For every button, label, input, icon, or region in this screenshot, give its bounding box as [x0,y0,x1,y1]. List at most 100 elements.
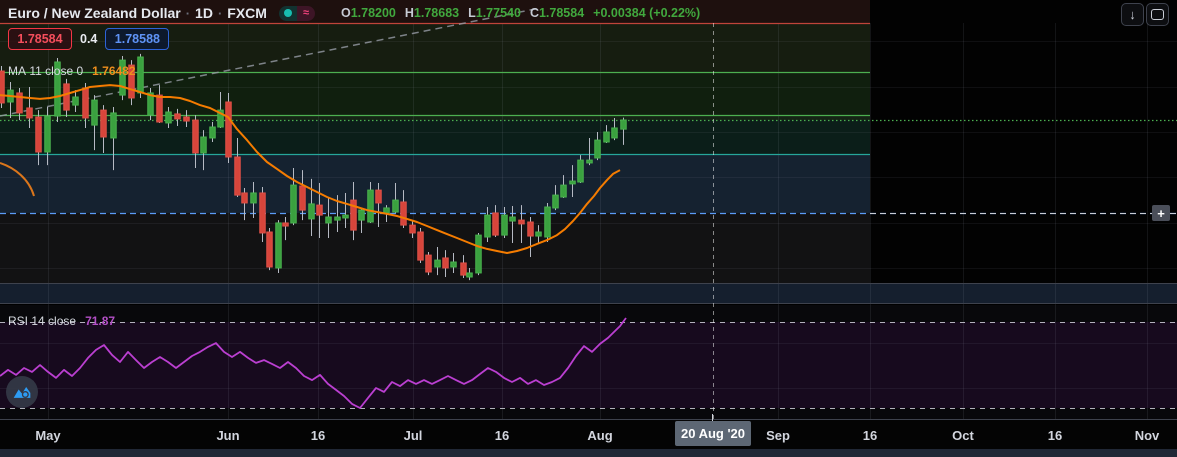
ohlc-readout: O1.78200 H1.78683 L1.77540 C1.78584 +0.00384… [341,6,709,20]
candle-body[interactable] [460,262,467,276]
exchange-label[interactable]: FXCM [227,5,267,21]
background-band [0,420,1177,449]
interval-label[interactable]: 1D [195,5,213,21]
candle-body[interactable] [409,224,416,234]
candle-body[interactable] [535,231,542,237]
candle-body[interactable] [26,107,33,119]
candle-body[interactable] [552,194,559,209]
candle-body[interactable] [400,201,407,226]
tradingview-logo[interactable] [6,376,38,408]
candle-body[interactable] [518,219,525,225]
candle-body[interactable] [54,61,61,117]
candle-body[interactable] [100,109,107,138]
scroll-to-recent-button[interactable]: ↓ [1121,3,1144,26]
candle-body[interactable] [209,126,216,139]
candle-body[interactable] [620,119,627,130]
candle-body[interactable] [308,203,315,220]
candle-body[interactable] [358,209,365,221]
candle-body[interactable] [234,156,241,196]
fullscreen-button[interactable] [1146,3,1169,26]
candle-body[interactable] [192,119,199,154]
candle-body[interactable] [334,216,341,221]
candle-body[interactable] [466,272,473,278]
candle-body[interactable] [82,87,89,119]
candle-body[interactable] [225,101,232,158]
ohlc-item: O1.78200 [340,6,396,20]
candle-body[interactable] [299,185,306,211]
plus-icon: + [1157,205,1165,221]
candle-body[interactable] [442,257,449,269]
candle-body[interactable] [375,189,382,204]
candle-body[interactable] [434,259,441,268]
background-band [0,213,870,284]
rsi-indicator-legend[interactable]: RSI 14 close 71.87 [8,314,115,328]
arc-drawing[interactable] [0,162,35,197]
candle-body[interactable] [586,159,593,164]
candle-body[interactable] [241,192,248,204]
rsi-line[interactable] [0,317,627,409]
candle-body[interactable] [316,204,323,216]
candle-body[interactable] [137,56,144,94]
market-status-chips[interactable]: ≈ [278,5,315,21]
candle-body[interactable] [0,70,5,104]
ohlc-item: C1.78584 [529,6,585,20]
candle-body[interactable] [35,116,42,153]
spread-value: 0.4 [80,32,98,46]
candle-body[interactable] [425,254,432,273]
candle-body[interactable] [282,222,289,227]
candle-body[interactable] [527,221,534,237]
background-band [0,120,870,154]
candle-body[interactable] [484,214,491,238]
candle-body[interactable] [44,115,51,153]
candle-body[interactable] [342,214,349,219]
candle-body[interactable] [165,111,172,124]
symbol-header: Euro / New Zealand Dollar · 1D · FXCM ≈ … [8,3,709,23]
candle-body[interactable] [174,113,181,120]
candle-body[interactable] [325,216,332,224]
axis-label-aug: Aug [587,428,613,443]
candle-body[interactable] [183,116,190,122]
candle-body[interactable] [275,222,282,269]
candle-body[interactable] [63,83,70,111]
candle-body[interactable] [200,136,207,154]
candle-body[interactable] [350,199,357,231]
candle-body[interactable] [259,192,266,234]
candle-body[interactable] [611,127,618,139]
candle-body[interactable] [290,184,297,224]
candle-body[interactable] [417,231,424,261]
candle-body[interactable] [492,212,499,236]
add-alert-plus-button[interactable]: + [1152,205,1170,221]
crosshair-date-badge: 20 Aug '20 [675,421,751,446]
candle-body[interactable] [217,109,224,128]
symbol-title[interactable]: Euro / New Zealand Dollar [8,5,181,21]
candle-body[interactable] [603,131,610,143]
candle-body[interactable] [266,231,273,268]
candle-body[interactable] [475,234,482,274]
ma-indicator-legend[interactable]: MA 11 close 0 1.76482 [8,64,136,78]
candle-body[interactable] [509,216,516,222]
candle-body[interactable] [383,207,390,214]
sell-bid-button[interactable]: 1.78584 [8,28,72,50]
candle-body[interactable] [119,59,126,96]
candle-body[interactable] [367,189,374,223]
buy-ask-button[interactable]: 1.78588 [105,28,170,50]
candle-body[interactable] [147,92,154,116]
candle-body[interactable] [72,96,79,106]
candle-body[interactable] [569,180,576,185]
candle-body[interactable] [577,159,584,183]
candle-body[interactable] [250,192,257,204]
candle-body[interactable] [156,94,163,123]
candle-body[interactable] [128,64,135,99]
candle-body[interactable] [544,206,551,238]
candle-body[interactable] [16,92,23,114]
candle-body[interactable] [501,214,508,236]
candle-body[interactable] [450,261,457,268]
trendline-drawing[interactable] [0,7,541,117]
candle-body[interactable] [560,184,567,198]
ma-line[interactable] [0,84,621,254]
candle-body[interactable] [392,199,399,213]
candle-body[interactable] [91,99,98,126]
candle-body[interactable] [594,139,601,159]
candle-body[interactable] [110,112,117,139]
